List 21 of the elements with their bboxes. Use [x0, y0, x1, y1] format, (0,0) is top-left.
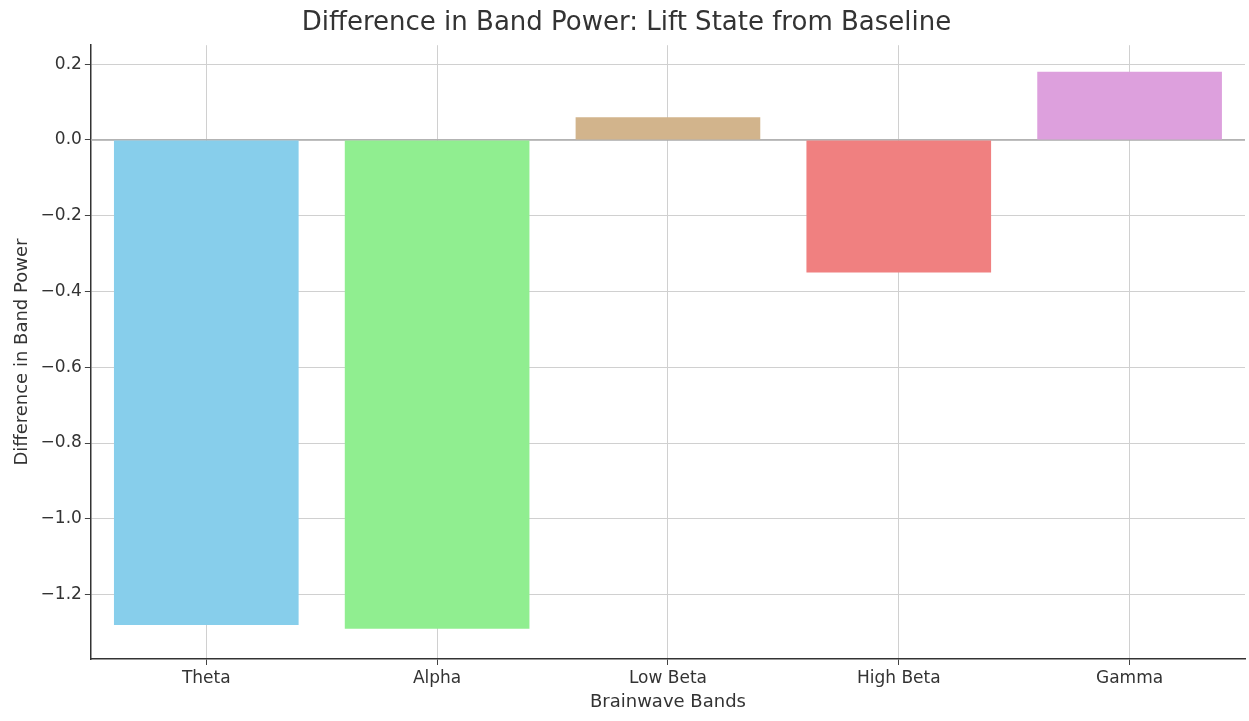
bar	[575, 117, 761, 140]
y-tick-label: −1.0	[40, 507, 82, 528]
y-tick-label: 0.0	[54, 128, 82, 149]
x-tick-label: High Beta	[856, 666, 941, 687]
y-tick-label: −0.6	[40, 355, 82, 376]
x-tick-label: Alpha	[412, 666, 462, 687]
y-tick-label: −1.2	[40, 583, 82, 604]
bar	[806, 140, 992, 273]
y-tick-label: 0.2	[54, 52, 82, 73]
x-axis-title: Brainwave Bands	[589, 689, 746, 711]
y-tick-label: −0.4	[40, 279, 82, 300]
y-tick-label: −0.8	[40, 431, 82, 452]
x-tick-label: Theta	[180, 666, 231, 687]
x-tick-label: Low Beta	[628, 666, 707, 687]
x-tick-label: Gamma	[1096, 666, 1164, 687]
y-tick-label: −0.2	[40, 204, 82, 225]
y-axis-title: Difference in Band Power	[10, 238, 32, 466]
bar	[113, 140, 299, 625]
bar	[344, 140, 530, 629]
chart-title: Difference in Band Power: Lift State from Baseline	[301, 6, 952, 37]
bar	[1037, 71, 1222, 140]
